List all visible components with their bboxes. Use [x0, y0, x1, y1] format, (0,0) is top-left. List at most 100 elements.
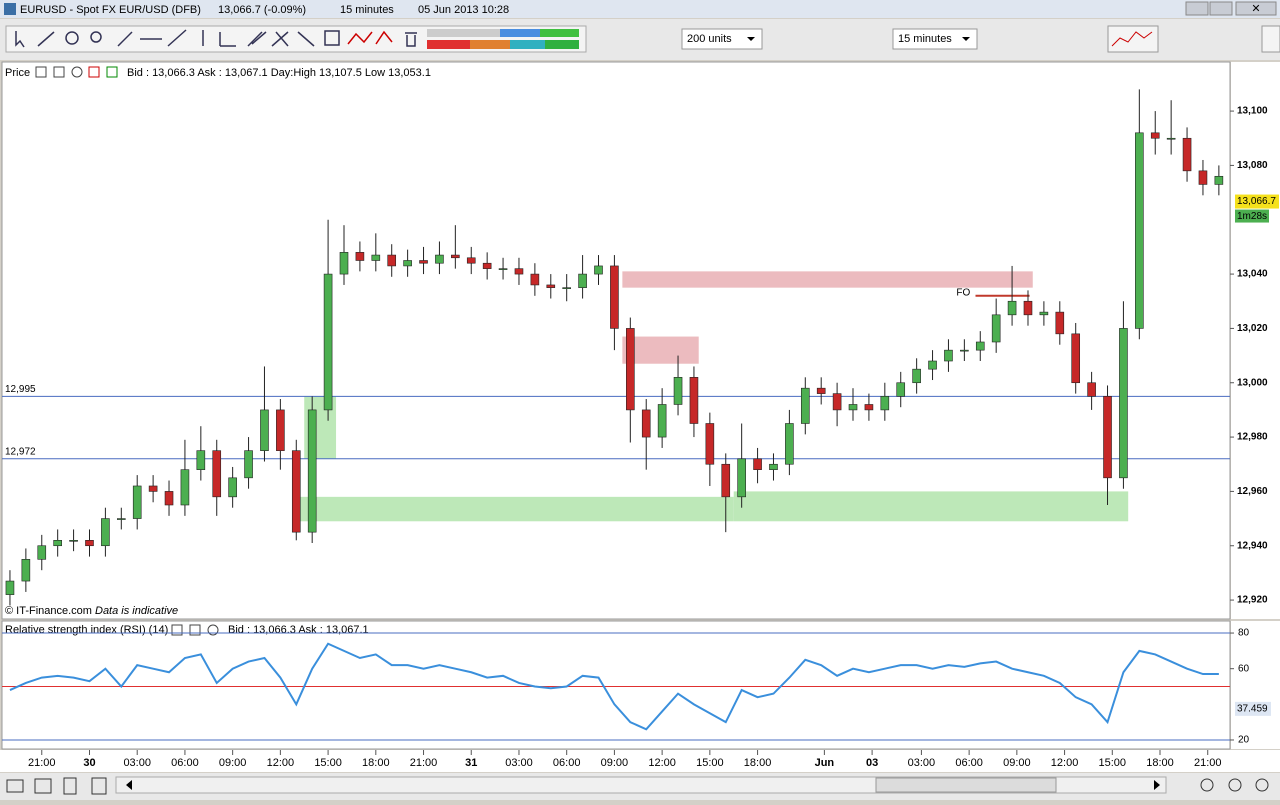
minimize-button[interactable] [1185, 1, 1209, 16]
wave-tool[interactable] [375, 30, 393, 45]
candle-body [944, 349, 953, 362]
candle-body [1119, 328, 1128, 479]
tool-icons [15, 29, 417, 48]
candle-body [1055, 311, 1065, 335]
candle-body [1198, 170, 1208, 185]
y-tick-label: 13,040 [1237, 269, 1268, 280]
ray-tool[interactable] [167, 29, 187, 47]
units-value: 200 units [687, 33, 732, 45]
x-tick-label: 21:00 [1194, 757, 1222, 769]
palette-swatch[interactable] [545, 40, 579, 49]
zoom-icons [1200, 778, 1269, 792]
level-label: 12,972 [5, 446, 36, 457]
close-glyph: ✕ [1251, 3, 1260, 15]
zone [733, 491, 1129, 522]
zone [299, 496, 734, 522]
panel-down[interactable] [88, 66, 100, 78]
y-tick-label: 13,020 [1237, 323, 1268, 334]
x-tick-label: 30 [83, 757, 95, 769]
chart-type-icon [1111, 31, 1153, 47]
rsi-settings[interactable] [171, 624, 183, 636]
maximize-button[interactable] [1209, 1, 1233, 16]
calc-button[interactable] [63, 777, 77, 795]
panel-settings[interactable] [35, 66, 47, 78]
dropdown-arrow [747, 37, 755, 41]
candle-body [482, 262, 492, 269]
period-select[interactable] [892, 28, 978, 50]
rsi-maximize[interactable] [189, 624, 201, 636]
zone [622, 271, 1033, 288]
candle-body [1039, 311, 1049, 316]
candle-body [721, 463, 731, 498]
y-tick-label: 12,960 [1237, 486, 1268, 497]
palette-swatch[interactable] [540, 29, 579, 37]
email-button[interactable] [6, 779, 24, 793]
side-button[interactable] [1261, 25, 1280, 53]
pattern-tool[interactable] [347, 31, 373, 45]
palette-swatch[interactable] [470, 40, 510, 49]
x-tick-label: 21:00 [410, 757, 438, 769]
rsi-close[interactable] [207, 624, 219, 636]
candle-body [594, 265, 603, 275]
pointer-tool[interactable] [15, 31, 25, 48]
panel-maximize[interactable] [53, 66, 65, 78]
candle-body [991, 314, 1001, 343]
zoom-tool[interactable] [90, 31, 102, 43]
status-icons [6, 777, 107, 795]
settings-tool[interactable] [297, 31, 315, 47]
channel-tool[interactable] [247, 31, 267, 47]
palette-swatch[interactable] [500, 29, 540, 37]
x-tick-label: 03:00 [505, 757, 533, 769]
zoom-in[interactable] [1255, 778, 1269, 792]
fib-tool[interactable] [219, 32, 236, 47]
candle-body [1023, 300, 1033, 316]
price-info: Bid : 13,066.3 Ask : 13,067.1 Day:High 1… [127, 67, 431, 79]
chart-type-button[interactable] [1107, 25, 1159, 53]
x-tick-label: 12:00 [1051, 757, 1079, 769]
y-tick-label: 13,000 [1237, 377, 1268, 388]
candle-body [880, 396, 890, 411]
time-axis [0, 750, 1280, 772]
candle-body [117, 518, 126, 520]
gann-tool[interactable] [271, 31, 289, 47]
delete-tool[interactable] [405, 32, 417, 47]
candle-body [832, 393, 842, 411]
y-tick-label: 12,980 [1237, 432, 1268, 443]
color-palette [427, 29, 579, 49]
candle-body [260, 409, 269, 451]
units-select[interactable] [681, 28, 763, 50]
panel-close[interactable] [71, 66, 83, 78]
x-tick-label: 06:00 [955, 757, 983, 769]
candle-body [451, 254, 460, 259]
alert-tool[interactable] [65, 31, 79, 45]
panel-name: Price [5, 67, 30, 79]
x-tick-label: Jun [815, 757, 835, 769]
candle-body [514, 268, 524, 275]
candle-body [180, 469, 190, 506]
line-tool[interactable] [117, 31, 133, 47]
scroll-thumb[interactable] [875, 777, 1057, 793]
zoom-out[interactable] [1228, 778, 1242, 792]
candle-body [1214, 175, 1224, 185]
panel-up[interactable] [106, 66, 118, 78]
export-button[interactable] [91, 777, 107, 795]
candle-body [912, 368, 921, 384]
print-button[interactable] [34, 778, 52, 794]
zoom-fit[interactable] [1200, 778, 1214, 792]
x-tick-label: 12:00 [648, 757, 676, 769]
zone [622, 336, 699, 364]
ruler-tool[interactable] [37, 31, 55, 47]
x-tick-label: 18:00 [1146, 757, 1174, 769]
rsi-panel [1, 620, 1231, 750]
candle-body [466, 257, 476, 264]
rsi-buttons [171, 624, 219, 636]
candle-body [148, 485, 158, 492]
candle-body [1007, 300, 1017, 316]
close-button[interactable] [1235, 1, 1277, 16]
text-tool[interactable] [324, 30, 340, 46]
candle-body [626, 328, 635, 411]
palette-swatch[interactable] [510, 40, 545, 49]
candle-body [37, 545, 47, 560]
